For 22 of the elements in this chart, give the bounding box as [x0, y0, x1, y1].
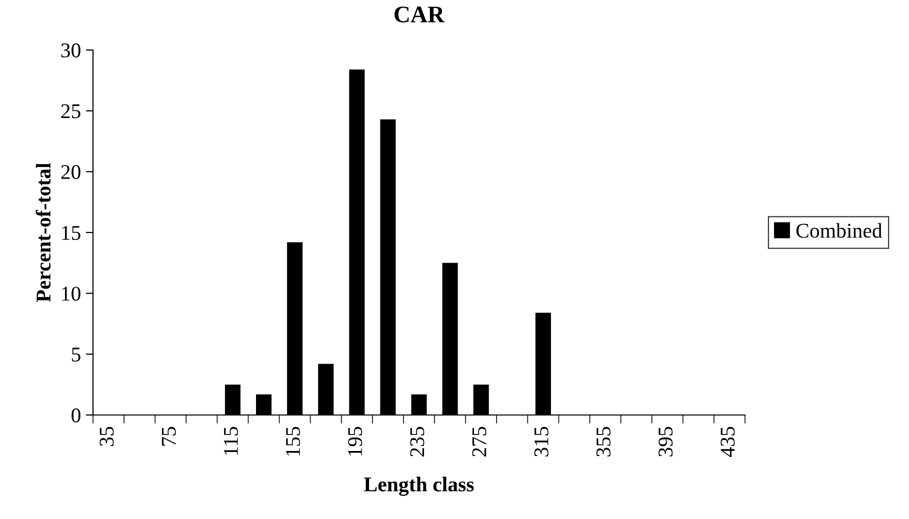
y-tick-label: 25: [61, 104, 80, 118]
x-tick-label: 315: [534, 426, 548, 456]
y-tick-label: 15: [62, 226, 80, 240]
y-tick-label: 0: [72, 408, 80, 422]
y-tick-label: 20: [61, 165, 80, 180]
x-tick-label: 355: [596, 426, 610, 456]
x-axis-title: Length class: [364, 476, 474, 496]
x-tick-label: 275: [472, 426, 486, 456]
x-tick-label: 195: [348, 426, 362, 456]
x-tick-label: 395: [658, 426, 673, 456]
x-tick-label: 235: [410, 426, 424, 456]
x-tick-label: 75: [162, 426, 176, 446]
y-tick-label: 5: [72, 348, 80, 362]
y-tick-label: 30: [61, 43, 80, 58]
x-tick-label: 435: [720, 426, 735, 457]
y-tick-label: 10: [62, 286, 80, 301]
y-axis-title: Percent-of-total: [36, 163, 51, 302]
x-tick-label: 155: [286, 426, 300, 456]
x-tick-label: 115: [224, 426, 238, 455]
chart-title: CAR: [394, 6, 445, 22]
x-tick-label: 35: [100, 426, 114, 446]
legend-label: Combined: [796, 223, 882, 238]
